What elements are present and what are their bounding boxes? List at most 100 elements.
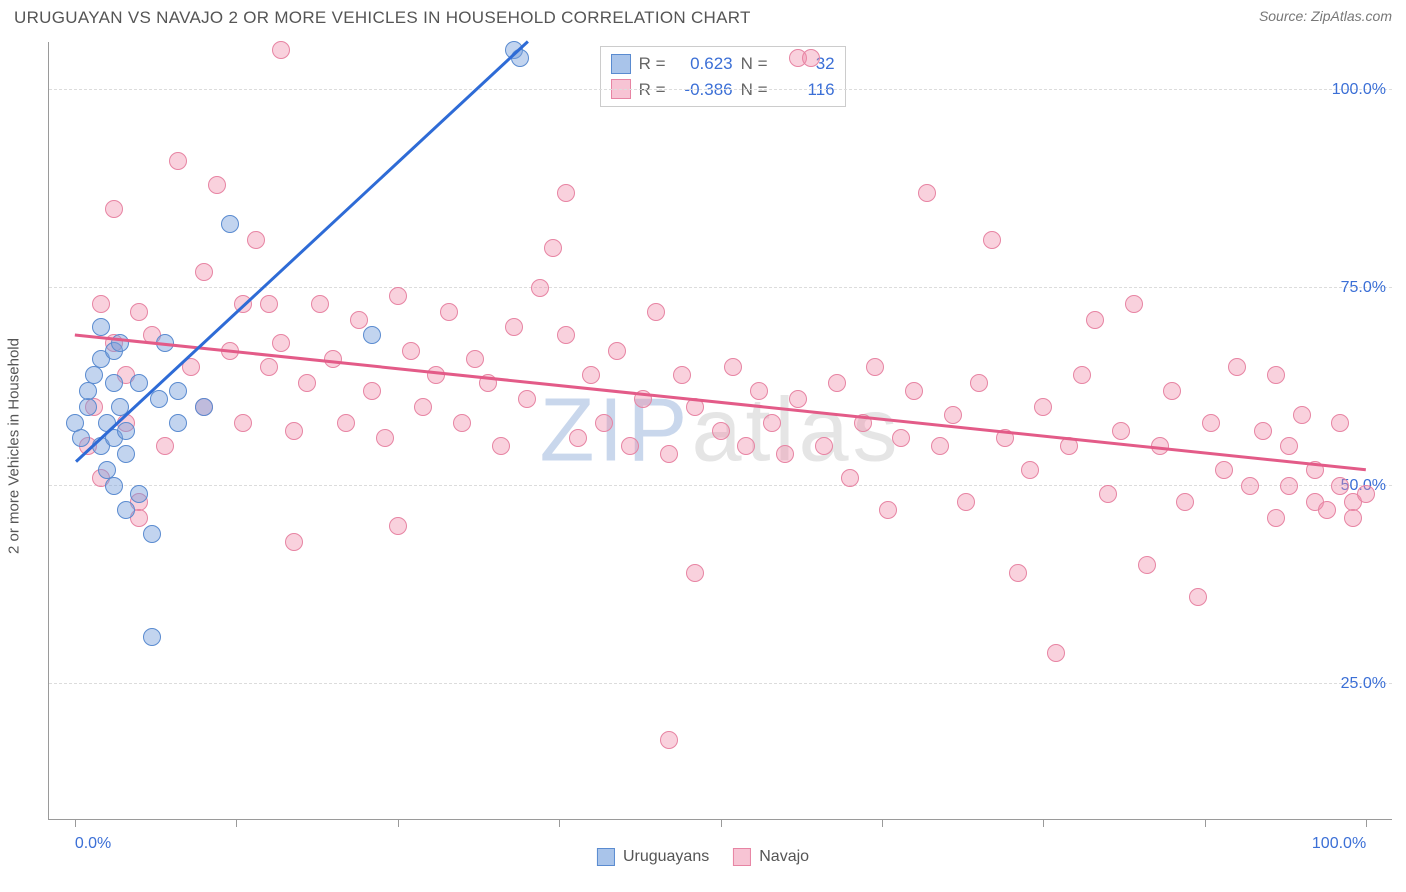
data-point-navajo [582, 366, 600, 384]
data-point-uruguayans [143, 628, 161, 646]
data-point-navajo [866, 358, 884, 376]
data-point-navajo [1267, 366, 1285, 384]
data-point-navajo [1047, 644, 1065, 662]
data-point-navajo [1189, 588, 1207, 606]
gridline [49, 89, 1392, 90]
data-point-navajo [712, 422, 730, 440]
data-point-navajo [879, 501, 897, 519]
data-point-navajo [195, 263, 213, 281]
data-point-navajo [1176, 493, 1194, 511]
data-point-navajo [544, 239, 562, 257]
x-tick [882, 819, 883, 827]
data-point-navajo [608, 342, 626, 360]
data-point-navajo [285, 422, 303, 440]
x-tick [1043, 819, 1044, 827]
data-point-uruguayans [363, 326, 381, 344]
data-point-navajo [931, 437, 949, 455]
data-point-navajo [105, 200, 123, 218]
data-point-navajo [557, 326, 575, 344]
chart-title: URUGUAYAN VS NAVAJO 2 OR MORE VEHICLES I… [14, 8, 751, 28]
x-tick-label: 0.0% [75, 835, 111, 853]
data-point-navajo [363, 382, 381, 400]
data-point-navajo [802, 49, 820, 67]
data-point-navajo [1138, 556, 1156, 574]
data-point-navajo [376, 429, 394, 447]
data-point-navajo [1009, 564, 1027, 582]
x-tick [559, 819, 560, 827]
data-point-navajo [983, 231, 1001, 249]
data-point-navajo [1215, 461, 1233, 479]
data-point-navajo [531, 279, 549, 297]
data-point-navajo [944, 406, 962, 424]
data-point-navajo [970, 374, 988, 392]
data-point-navajo [440, 303, 458, 321]
data-point-uruguayans [117, 422, 135, 440]
data-point-navajo [272, 41, 290, 59]
gridline [49, 683, 1392, 684]
x-tick [1205, 819, 1206, 827]
data-point-uruguayans [117, 501, 135, 519]
n-label: N = [741, 51, 771, 77]
data-point-navajo [427, 366, 445, 384]
data-point-navajo [1254, 422, 1272, 440]
data-point-navajo [505, 318, 523, 336]
data-point-navajo [1021, 461, 1039, 479]
x-tick [236, 819, 237, 827]
data-point-navajo [1293, 406, 1311, 424]
data-point-navajo [208, 176, 226, 194]
data-point-uruguayans [143, 525, 161, 543]
data-point-navajo [660, 731, 678, 749]
data-point-navajo [750, 382, 768, 400]
data-point-navajo [1125, 295, 1143, 313]
data-point-uruguayans [72, 429, 90, 447]
data-point-navajo [492, 437, 510, 455]
data-point-navajo [1280, 437, 1298, 455]
legend-item-uruguayans: Uruguayans [597, 848, 709, 866]
x-tick [1366, 819, 1367, 827]
scatter-chart: ZIPatlas R = 0.623 N = 32 R = -0.386 N =… [48, 42, 1392, 820]
data-point-navajo [1280, 477, 1298, 495]
data-point-uruguayans [79, 398, 97, 416]
data-point-navajo [828, 374, 846, 392]
x-tick [75, 819, 76, 827]
data-point-navajo [621, 437, 639, 455]
data-point-uruguayans [169, 414, 187, 432]
data-point-navajo [272, 334, 290, 352]
y-tick-label: 75.0% [1341, 279, 1386, 297]
data-point-navajo [1331, 477, 1349, 495]
data-point-navajo [156, 437, 174, 455]
r-label: R = [639, 51, 669, 77]
data-point-navajo [724, 358, 742, 376]
data-point-uruguayans [117, 445, 135, 463]
data-point-navajo [518, 390, 536, 408]
data-point-navajo [1034, 398, 1052, 416]
data-point-navajo [234, 414, 252, 432]
gridline [49, 485, 1392, 486]
r-value-uruguayans: 0.623 [677, 51, 733, 77]
data-point-navajo [841, 469, 859, 487]
data-point-navajo [389, 517, 407, 535]
data-point-navajo [1318, 501, 1336, 519]
data-point-navajo [815, 437, 833, 455]
data-point-uruguayans [169, 382, 187, 400]
x-tick [398, 819, 399, 827]
data-point-navajo [1228, 358, 1246, 376]
data-point-navajo [686, 564, 704, 582]
data-point-navajo [789, 390, 807, 408]
data-point-navajo [414, 398, 432, 416]
data-point-navajo [1267, 509, 1285, 527]
data-point-navajo [918, 184, 936, 202]
series-legend: Uruguayans Navajo [597, 848, 809, 866]
data-point-navajo [389, 287, 407, 305]
data-point-navajo [169, 152, 187, 170]
data-point-navajo [763, 414, 781, 432]
data-point-uruguayans [79, 382, 97, 400]
legend-item-navajo: Navajo [733, 848, 809, 866]
data-point-uruguayans [221, 215, 239, 233]
data-point-navajo [337, 414, 355, 432]
gridline [49, 287, 1392, 288]
data-point-navajo [892, 429, 910, 447]
y-tick-label: 100.0% [1332, 81, 1386, 99]
data-point-navajo [673, 366, 691, 384]
legend-label-uruguayans: Uruguayans [623, 848, 709, 866]
